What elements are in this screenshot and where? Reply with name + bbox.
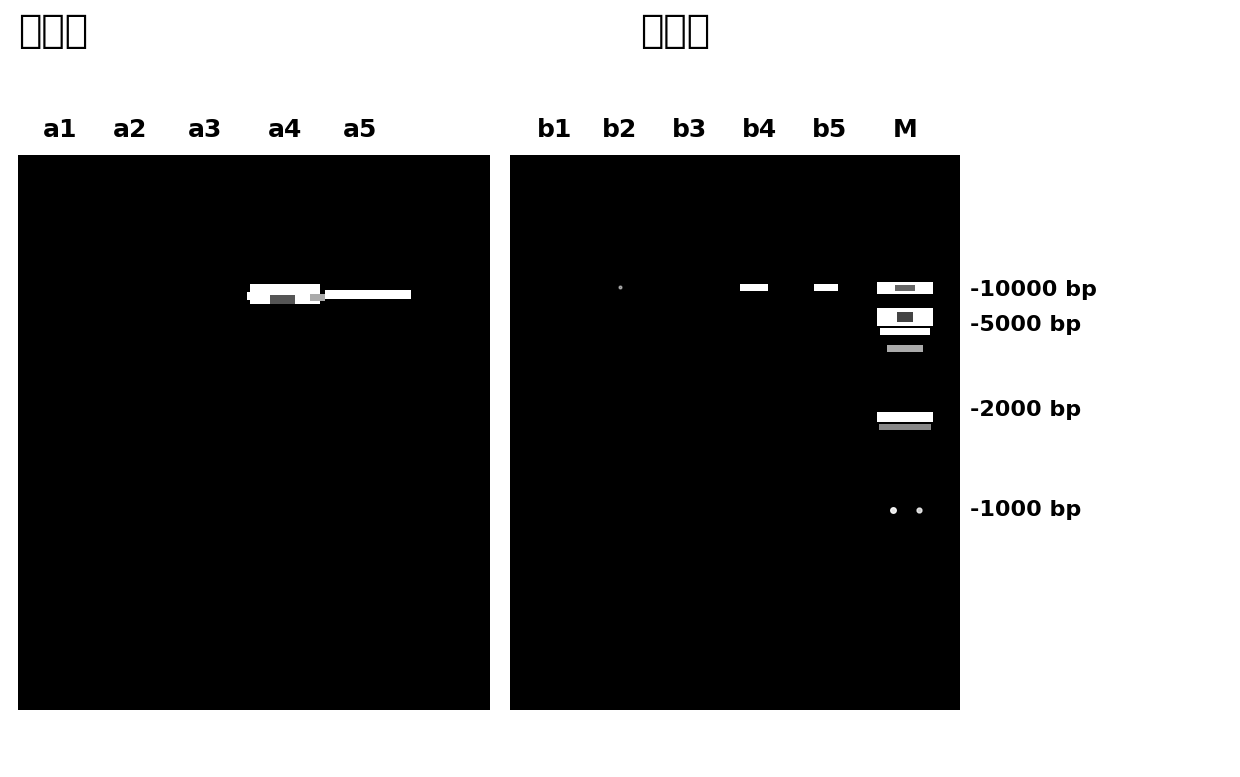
Bar — [19, 155, 490, 710]
Text: 实验组: 实验组 — [640, 12, 711, 50]
Bar — [895, 285, 915, 291]
Bar — [887, 345, 923, 352]
Bar — [247, 292, 260, 300]
Bar — [740, 284, 768, 291]
Text: -2000 bp: -2000 bp — [970, 400, 1081, 420]
Bar — [270, 295, 295, 304]
Bar — [325, 290, 410, 299]
Bar — [510, 155, 960, 710]
Text: 对照组: 对照组 — [19, 12, 88, 50]
Text: M: M — [893, 118, 918, 142]
Text: b5: b5 — [812, 118, 848, 142]
Bar — [879, 424, 931, 430]
Text: a4: a4 — [268, 118, 303, 142]
Bar — [813, 284, 838, 291]
Bar — [310, 294, 325, 301]
Text: b4: b4 — [743, 118, 777, 142]
Bar — [897, 312, 913, 322]
Text: b2: b2 — [603, 118, 637, 142]
Bar — [877, 308, 932, 326]
Text: a1: a1 — [42, 118, 77, 142]
Text: -5000 bp: -5000 bp — [970, 315, 1081, 335]
Text: -10000 bp: -10000 bp — [970, 280, 1097, 300]
Text: b3: b3 — [672, 118, 708, 142]
Bar — [250, 284, 320, 304]
Bar — [877, 412, 932, 422]
Bar — [877, 282, 932, 294]
Text: -1000 bp: -1000 bp — [970, 500, 1081, 520]
Text: a3: a3 — [187, 118, 222, 142]
Text: b1: b1 — [537, 118, 573, 142]
Text: a2: a2 — [113, 118, 148, 142]
Bar — [880, 328, 930, 335]
Text: a5: a5 — [342, 118, 377, 142]
